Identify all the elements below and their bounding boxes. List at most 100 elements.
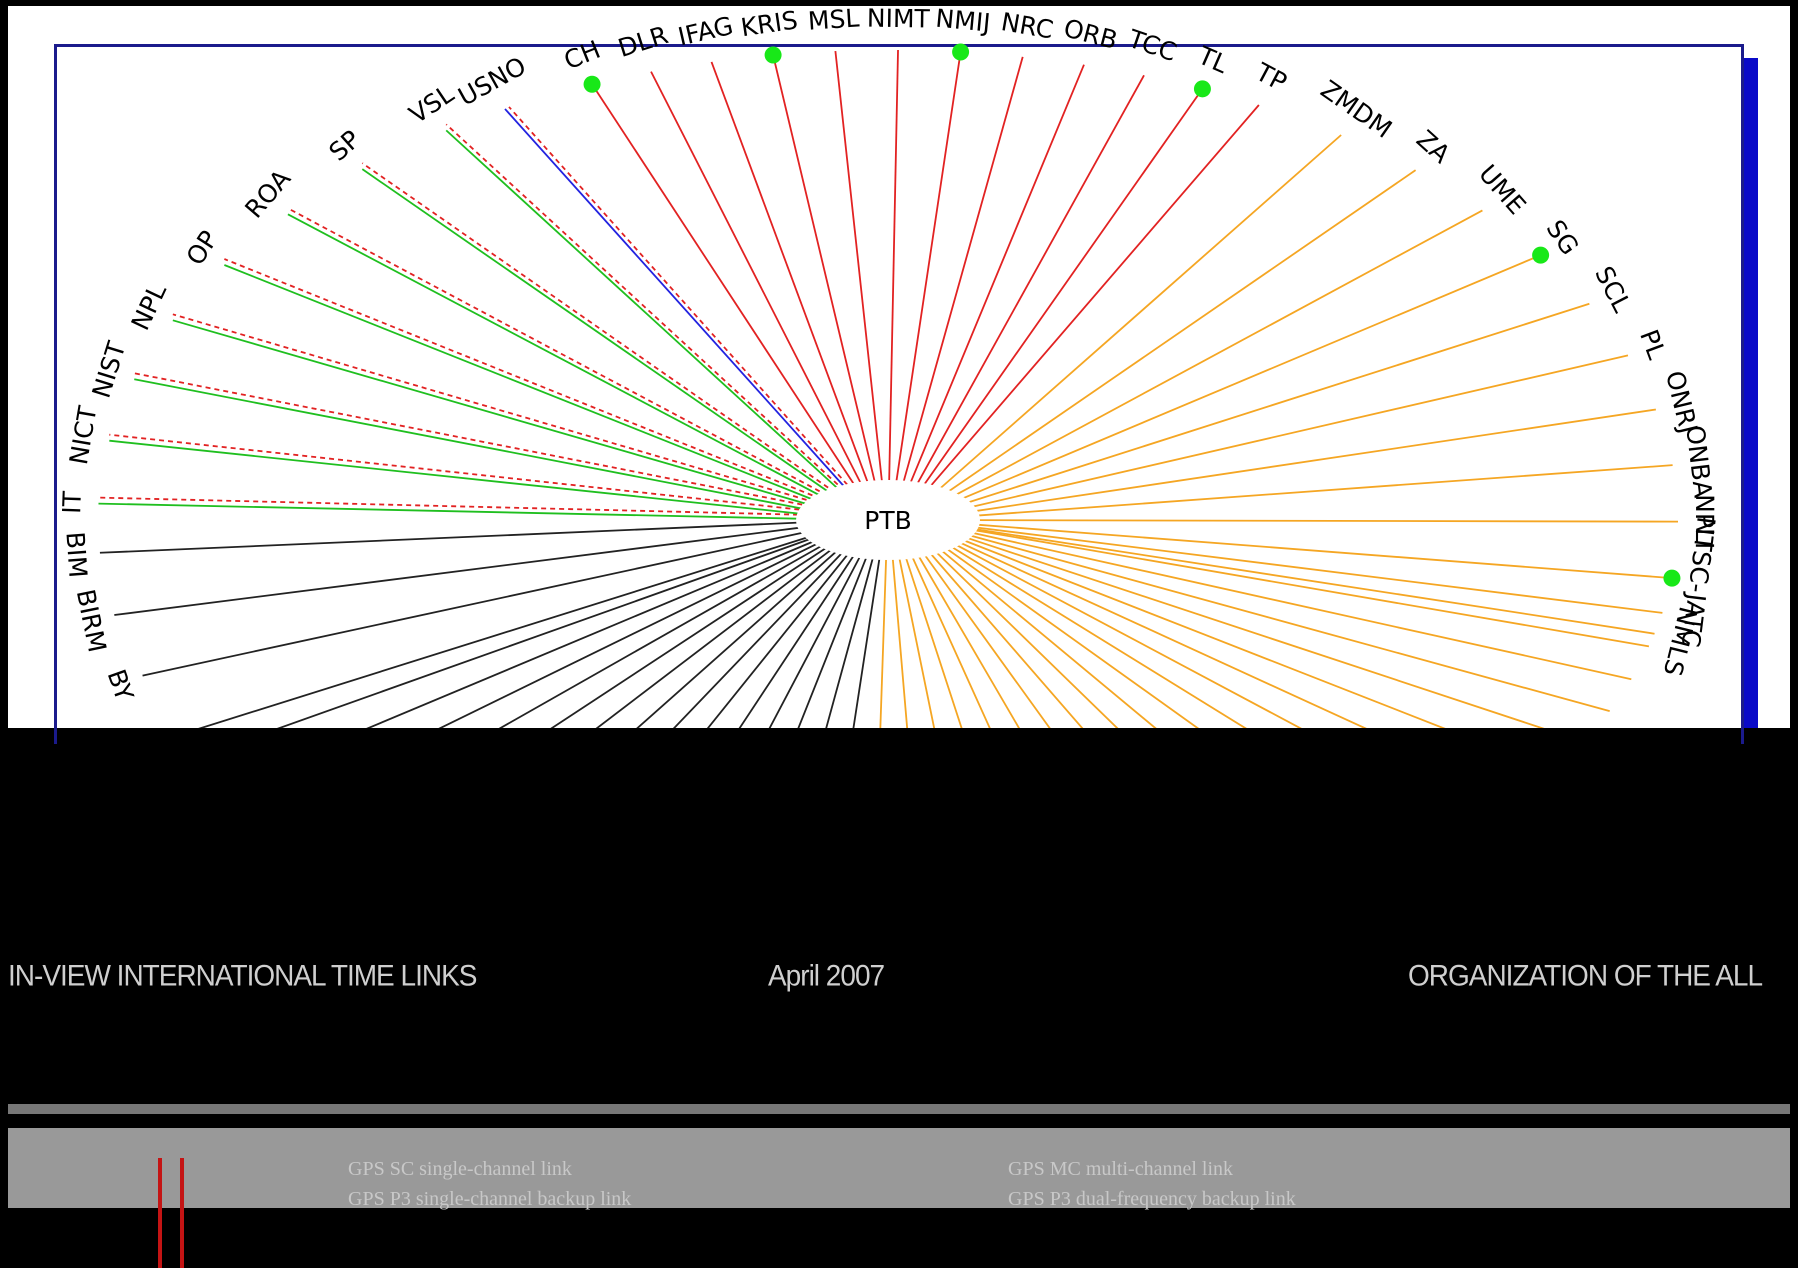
- link-line-onba: [977, 464, 1673, 517]
- lower-link-line: [976, 526, 1663, 614]
- link-line-ntsc-jatc: [977, 523, 1673, 579]
- link-line-vsl: [445, 129, 839, 490]
- link-backup-line-op: [224, 258, 813, 497]
- node-label-tcc: TCC: [1124, 24, 1180, 68]
- node-label-nmls: NMLS: [1658, 604, 1703, 679]
- link-line-roa: [287, 213, 821, 497]
- link-line-c: [198, 536, 809, 728]
- lower-link-line: [636, 550, 838, 728]
- lower-link-line: [438, 542, 818, 728]
- link-line-by: [142, 531, 804, 677]
- node-label-orb: ORB: [1061, 13, 1121, 55]
- link-line-orb: [909, 64, 1085, 484]
- link-line-bim: [99, 521, 799, 554]
- node-label-tl: TL: [1193, 40, 1232, 79]
- link-line-dlr: [650, 71, 862, 485]
- link-line-sg: [961, 254, 1541, 500]
- link-line-onrj: [975, 408, 1656, 512]
- lower-link-line: [797, 556, 868, 728]
- link-line-nmls: [975, 528, 1655, 635]
- slide-footer: IN-VIEW INTERNATIONAL TIME LINKS April 2…: [8, 959, 1790, 1000]
- lower-link-line: [951, 546, 1247, 728]
- link-line-ume: [955, 209, 1483, 496]
- link-line-npl: [172, 319, 807, 505]
- node-label-it: IT: [57, 490, 87, 514]
- link-line-tcc: [916, 74, 1145, 485]
- lower-link-line: [941, 549, 1157, 728]
- node-label-scl: SCL: [1589, 262, 1637, 317]
- link-line-kris: [772, 54, 876, 483]
- link-line-tl: [923, 88, 1204, 486]
- node-label-ch: CH: [560, 35, 604, 75]
- link-backup-line-usno: [508, 106, 849, 486]
- legend-row1-left: GPS SC single-channel link: [348, 1158, 572, 1180]
- link-line-it: [98, 502, 799, 520]
- backup-dot-tl: [1193, 80, 1211, 98]
- node-label-msl: MSL: [807, 3, 860, 35]
- legend-red-marker-2: [180, 1158, 184, 1268]
- link-backup-line-sp: [361, 162, 829, 489]
- lower-link-line: [959, 541, 1367, 728]
- lower-link-line: [768, 555, 861, 728]
- link-backup-line-roa: [287, 207, 821, 493]
- lower-link-line: [946, 548, 1200, 728]
- node-label-nimt: NIMT: [867, 4, 931, 34]
- node-label-ifag: IFAG: [675, 11, 736, 52]
- node-label-za: ZA: [1411, 125, 1456, 169]
- lower-link-line: [935, 551, 1119, 728]
- lower-link-line: [911, 556, 991, 728]
- lower-link-line: [969, 534, 1610, 713]
- lower-link-line: [972, 531, 1632, 681]
- legend-red-marker: [158, 1158, 162, 1268]
- link-line-npli: [977, 519, 1678, 523]
- link-line-op: [224, 264, 813, 501]
- footer-date: April 2007: [768, 959, 885, 992]
- node-label-tp: TP: [1250, 57, 1291, 97]
- backup-dot-ntsc-jatc: [1663, 569, 1681, 587]
- link-line-pl: [972, 354, 1629, 508]
- backup-dot-sg: [1532, 246, 1550, 264]
- lower-link-line: [879, 557, 888, 728]
- link-line-sp: [361, 168, 829, 493]
- lower-link-line: [891, 557, 909, 728]
- lower-link-line: [898, 557, 936, 728]
- node-label-sp: SP: [323, 125, 365, 167]
- node-label-kris: KRIS: [739, 5, 800, 42]
- legend-strip: [8, 1104, 1790, 1114]
- link-line-tp: [929, 104, 1260, 488]
- link-backup-line-nist: [134, 372, 803, 506]
- legend-row1-right: GPS MC multi-channel link: [1008, 1158, 1233, 1180]
- node-label-birm: BIRM: [71, 587, 112, 655]
- node-label-npl: NPL: [126, 279, 173, 335]
- legend: GPS SC single-channel link GPS MC multi-…: [8, 1040, 1790, 1268]
- node-label-nmij: NMIJ: [934, 4, 991, 38]
- frame-shadow: [1744, 58, 1758, 728]
- lower-link-line: [852, 557, 881, 728]
- link-line-ifag: [710, 61, 869, 484]
- node-label-dlr: DLR: [615, 20, 672, 63]
- diagram-frame: [54, 44, 1744, 744]
- lower-link-line: [672, 552, 843, 728]
- node-label-nist: NIST: [87, 337, 132, 401]
- lower-link-line: [963, 539, 1446, 728]
- lower-link-line: [904, 556, 963, 728]
- lower-link-line: [706, 553, 849, 728]
- link-line-msl: [834, 50, 883, 483]
- node-label-zmdm: ZMDM: [1315, 75, 1397, 144]
- hub-node: [796, 480, 980, 560]
- footer-right-title: ORGANIZATION OF THE ALL: [1408, 959, 1763, 992]
- lower-link-line: [917, 555, 1021, 728]
- lower-link-line: [967, 537, 1545, 728]
- lower-link-line: [974, 529, 1650, 648]
- link-backup-line-npl: [172, 313, 807, 501]
- lower-link-line: [498, 544, 823, 728]
- node-label-bim: BIM: [60, 531, 92, 579]
- legend-row2-right: GPS P3 dual-frequency backup link: [1008, 1188, 1296, 1210]
- node-label-nrc: NRC: [999, 7, 1055, 44]
- lower-link-line: [923, 554, 1051, 728]
- link-line-scl: [967, 302, 1590, 504]
- lower-link-line: [550, 546, 827, 728]
- lower-link-line: [595, 548, 832, 728]
